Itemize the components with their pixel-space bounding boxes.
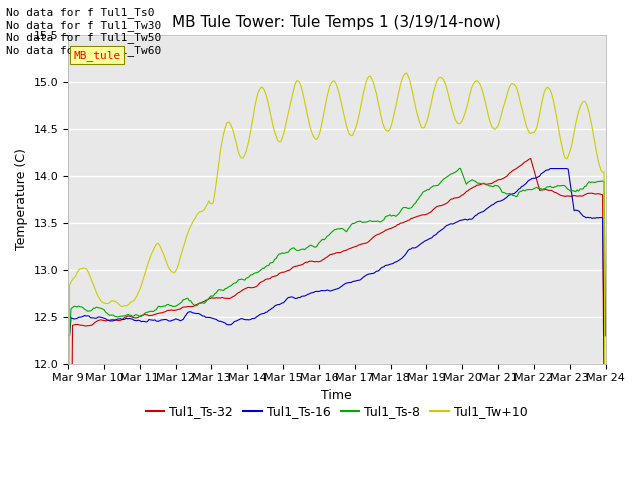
Tul1_Tw+10: [403, 70, 410, 76]
Tul1_Ts-32: [527, 156, 534, 161]
Line: Tul1_Ts-32: Tul1_Ts-32: [68, 158, 605, 480]
Tul1_Ts-32: [573, 193, 581, 199]
Tul1_Ts-16: [547, 166, 554, 171]
Y-axis label: Temperature (C): Temperature (C): [15, 149, 28, 251]
Line: Tul1_Tw+10: Tul1_Tw+10: [68, 73, 605, 480]
Tul1_Tw+10: [243, 148, 250, 154]
Tul1_Ts-16: [573, 207, 581, 213]
Tul1_Ts-8: [573, 187, 581, 193]
Tul1_Ts-8: [456, 166, 464, 171]
Tul1_Ts-8: [602, 333, 609, 338]
Legend: Tul1_Ts-32, Tul1_Ts-16, Tul1_Ts-8, Tul1_Tw+10: Tul1_Ts-32, Tul1_Ts-16, Tul1_Ts-8, Tul1_…: [141, 400, 533, 423]
Line: Tul1_Ts-16: Tul1_Ts-16: [68, 168, 605, 336]
Line: Tul1_Ts-8: Tul1_Ts-8: [68, 168, 605, 336]
Tul1_Tw+10: [573, 115, 581, 120]
Tul1_Ts-8: [243, 276, 250, 281]
Tul1_Ts-8: [300, 246, 307, 252]
Tul1_Ts-32: [300, 261, 307, 267]
Tul1_Ts-8: [64, 333, 72, 338]
Tul1_Ts-8: [130, 313, 138, 319]
Tul1_Tw+10: [130, 298, 138, 303]
Text: MB_tule: MB_tule: [74, 50, 121, 60]
Tul1_Ts-16: [252, 315, 259, 321]
Tul1_Ts-32: [252, 284, 259, 290]
Text: No data for f Tul1_Ts0
No data for f Tul1_Tw30
No data for f Tul1_Tw50
No data f: No data for f Tul1_Ts0 No data for f Tul…: [6, 7, 162, 56]
Title: MB Tule Tower: Tule Temps 1 (3/19/14-now): MB Tule Tower: Tule Temps 1 (3/19/14-now…: [172, 15, 501, 30]
Tul1_Ts-8: [225, 284, 232, 290]
Tul1_Ts-32: [243, 286, 250, 291]
Tul1_Tw+10: [300, 91, 307, 97]
X-axis label: Time: Time: [321, 389, 352, 402]
Tul1_Ts-16: [225, 322, 232, 328]
Tul1_Tw+10: [252, 102, 259, 108]
Tul1_Ts-8: [252, 270, 259, 276]
Tul1_Ts-16: [243, 317, 250, 323]
Tul1_Ts-16: [300, 293, 307, 299]
Tul1_Ts-16: [64, 333, 72, 338]
Tul1_Ts-32: [225, 296, 232, 301]
Tul1_Ts-16: [130, 317, 138, 323]
Tul1_Tw+10: [225, 119, 232, 125]
Tul1_Ts-16: [602, 333, 609, 338]
Tul1_Ts-32: [130, 315, 138, 321]
